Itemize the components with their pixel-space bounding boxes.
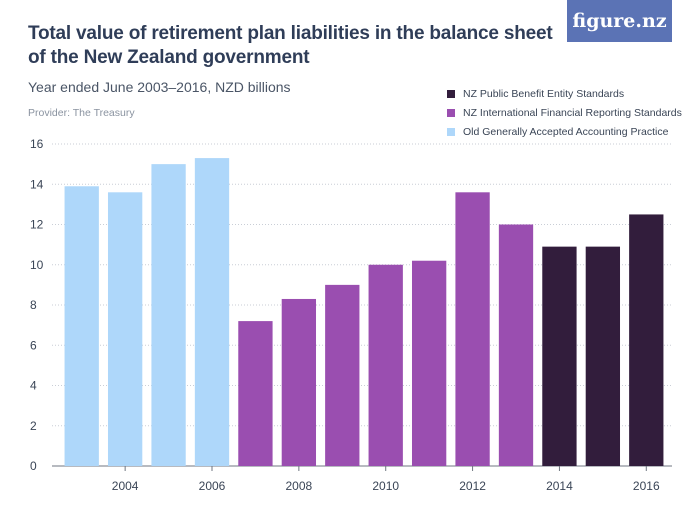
y-tick-label: 4	[30, 379, 37, 393]
y-tick-label: 14	[30, 177, 44, 191]
chart-title: Total value of retirement plan liabiliti…	[28, 23, 553, 68]
x-tick-label: 2012	[459, 479, 486, 493]
bar-2010	[368, 264, 403, 466]
x-tick-label: 2008	[286, 479, 313, 493]
bar-2015	[585, 246, 621, 466]
y-tick-label: 0	[30, 459, 37, 473]
x-tick-label: 2006	[199, 479, 226, 493]
bar-2012	[455, 192, 490, 467]
bar-2013	[498, 224, 534, 466]
legend-swatch-ifrs	[447, 108, 455, 117]
legend-swatch-public-benefit	[447, 89, 455, 98]
x-tick-label: 2014	[546, 479, 573, 493]
bar-2014	[542, 246, 577, 466]
legend-item-ifrs: NZ International Financial Reporting Sta…	[447, 103, 682, 122]
x-tick-label: 2016	[633, 479, 660, 493]
y-tick-label: 12	[30, 218, 44, 232]
legend-item-old-gaap: Old Generally Accepted Accounting Practi…	[447, 122, 682, 141]
bar-2011	[411, 260, 447, 466]
y-tick-label: 8	[30, 298, 37, 312]
bar-2016	[629, 214, 664, 466]
chart-legend: NZ Public Benefit Entity Standards NZ In…	[447, 84, 682, 141]
y-tick-label: 10	[30, 258, 44, 272]
bar-2003	[64, 186, 99, 466]
legend-item-public-benefit: NZ Public Benefit Entity Standards	[447, 84, 682, 103]
bar-2005	[151, 164, 186, 466]
data-provider: Provider: The Treasury	[28, 107, 135, 119]
y-tick-label: 2	[30, 419, 37, 433]
legend-swatch-old-gaap	[447, 127, 455, 136]
chart-subtitle: Year ended June 2003–2016, NZD billions	[28, 79, 291, 95]
legend-label-ifrs: NZ International Financial Reporting Sta…	[463, 106, 682, 119]
bar-2007	[238, 321, 273, 466]
x-tick-label: 2004	[112, 479, 139, 493]
bar-2006	[194, 158, 230, 466]
figure-nz-logo[interactable]: figure.nz	[567, 0, 672, 42]
legend-label-public-benefit: NZ Public Benefit Entity Standards	[463, 87, 625, 100]
y-tick-label: 6	[30, 338, 37, 352]
bar-2008	[281, 298, 317, 466]
bar-2004	[107, 192, 143, 467]
y-tick-label: 16	[30, 137, 44, 151]
bar-2009	[325, 284, 360, 466]
x-tick-label: 2010	[372, 479, 399, 493]
legend-label-old-gaap: Old Generally Accepted Accounting Practi…	[463, 125, 669, 138]
